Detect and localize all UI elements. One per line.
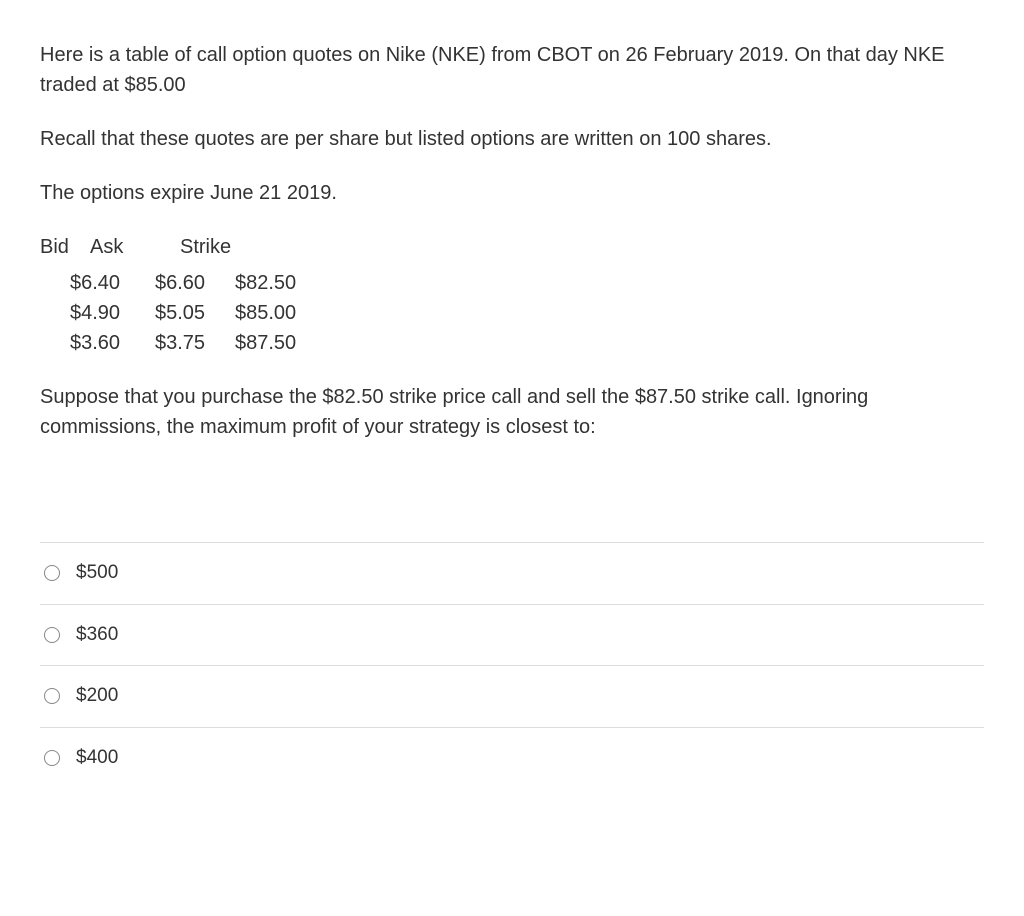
option-item[interactable]: $360 xyxy=(40,605,984,667)
cell-strike: $85.00 xyxy=(235,298,335,328)
option-item[interactable]: $200 xyxy=(40,666,984,728)
radio-icon xyxy=(44,688,60,704)
cell-ask: $3.75 xyxy=(155,328,235,358)
cell-ask: $6.60 xyxy=(155,268,235,298)
table-header-row: Bid Ask Strike xyxy=(40,232,984,262)
option-label: $400 xyxy=(76,744,118,773)
answer-options: $500 $360 $200 $400 xyxy=(40,542,984,788)
table-row: $6.40 $6.60 $82.50 xyxy=(40,268,984,298)
header-ask: Ask xyxy=(90,232,180,262)
option-label: $500 xyxy=(76,559,118,588)
header-bid: Bid xyxy=(40,232,90,262)
radio-icon xyxy=(44,750,60,766)
cell-bid: $6.40 xyxy=(70,268,155,298)
table-row: $3.60 $3.75 $87.50 xyxy=(40,328,984,358)
option-label: $200 xyxy=(76,682,118,711)
cell-bid: $3.60 xyxy=(70,328,155,358)
table-row: $4.90 $5.05 $85.00 xyxy=(40,298,984,328)
intro-paragraph-3: The options expire June 21 2019. xyxy=(40,178,984,208)
option-item[interactable]: $400 xyxy=(40,728,984,789)
question-text: Suppose that you purchase the $82.50 str… xyxy=(40,382,984,442)
cell-ask: $5.05 xyxy=(155,298,235,328)
option-item[interactable]: $500 xyxy=(40,543,984,605)
header-strike: Strike xyxy=(180,232,280,262)
intro-paragraph-1: Here is a table of call option quotes on… xyxy=(40,40,984,100)
radio-icon xyxy=(44,565,60,581)
option-label: $360 xyxy=(76,621,118,650)
cell-strike: $82.50 xyxy=(235,268,335,298)
cell-bid: $4.90 xyxy=(70,298,155,328)
radio-icon xyxy=(44,627,60,643)
quotes-table: Bid Ask Strike $6.40 $6.60 $82.50 $4.90 … xyxy=(40,232,984,358)
cell-strike: $87.50 xyxy=(235,328,335,358)
intro-paragraph-2: Recall that these quotes are per share b… xyxy=(40,124,984,154)
